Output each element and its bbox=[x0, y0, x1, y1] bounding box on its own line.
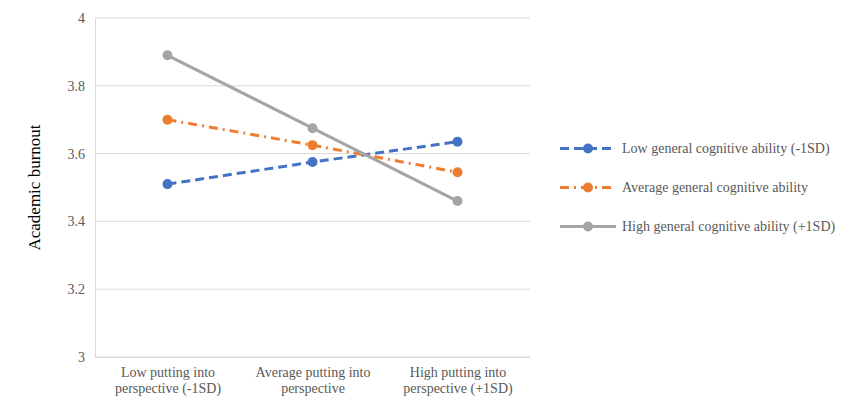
y-tick-label: 3.8 bbox=[68, 79, 86, 94]
y-axis-title: Academic burnout bbox=[25, 124, 44, 250]
x-tick: Average putting intoperspective bbox=[256, 357, 371, 396]
y-tick-label: 3.2 bbox=[68, 282, 86, 297]
legend-marker bbox=[583, 144, 593, 154]
plot-area: 3 3.2 3.4 3.6 3.8 4 Low putting intoperspectiv… bbox=[68, 11, 531, 397]
series-marker bbox=[163, 50, 173, 60]
legend-label: Average general cognitive ability bbox=[622, 180, 808, 195]
series-marker bbox=[163, 115, 173, 125]
series-marker bbox=[163, 179, 173, 189]
series bbox=[163, 115, 463, 178]
legend-label: Low general cognitive ability (-1SD) bbox=[622, 141, 830, 157]
series-line bbox=[168, 120, 458, 173]
legend-item: Average general cognitive ability bbox=[560, 180, 808, 195]
series-line bbox=[168, 55, 458, 201]
y-tick: 3.4 bbox=[68, 214, 96, 229]
series-marker bbox=[308, 140, 318, 150]
y-axis: 3 3.2 3.4 3.6 3.8 4 bbox=[68, 11, 96, 365]
y-tick-label: 3.6 bbox=[68, 147, 86, 162]
series-group bbox=[163, 50, 463, 206]
y-tick: 3 bbox=[78, 350, 95, 365]
y-tick: 3.6 bbox=[68, 147, 96, 162]
series-marker bbox=[308, 157, 318, 167]
y-tick: 4 bbox=[78, 11, 95, 26]
chart: 3 3.2 3.4 3.6 3.8 4 Low putting intoperspectiv… bbox=[0, 0, 855, 419]
grid-line bbox=[95, 357, 530, 358]
y-tick-label: 3.4 bbox=[68, 214, 86, 229]
series bbox=[163, 50, 463, 206]
y-tick: 3.8 bbox=[68, 79, 96, 94]
legend-marker bbox=[583, 222, 593, 232]
grid bbox=[95, 18, 530, 357]
x-tick-label: High putting intoperspective (+1SD) bbox=[403, 365, 513, 397]
grid-line bbox=[95, 221, 530, 222]
grid-line bbox=[95, 18, 530, 19]
x-tick: High putting intoperspective (+1SD) bbox=[403, 357, 513, 397]
legend-label: High general cognitive ability (+1SD) bbox=[622, 219, 836, 235]
legend: Low general cognitive ability (-1SD) Aver… bbox=[560, 141, 836, 235]
grid-line bbox=[95, 153, 530, 154]
x-axis: Low putting intoperspective (-1SD) Averag… bbox=[96, 357, 531, 397]
series-marker bbox=[453, 196, 463, 206]
x-tick: Low putting intoperspective (-1SD) bbox=[115, 357, 221, 397]
series-marker bbox=[453, 167, 463, 177]
y-tick-label: 4 bbox=[78, 11, 85, 26]
grid-line bbox=[95, 289, 530, 290]
y-tick-label: 3 bbox=[78, 350, 85, 365]
x-tick-label: Low putting intoperspective (-1SD) bbox=[115, 365, 221, 397]
x-axis-line bbox=[96, 357, 531, 358]
legend-item: High general cognitive ability (+1SD) bbox=[560, 219, 836, 235]
series-marker bbox=[308, 123, 318, 133]
x-tick-label: Average putting intoperspective bbox=[256, 365, 371, 396]
legend-item: Low general cognitive ability (-1SD) bbox=[560, 141, 830, 157]
y-axis-line bbox=[95, 19, 96, 358]
y-tick: 3.2 bbox=[68, 282, 96, 297]
legend-marker bbox=[583, 183, 593, 193]
grid-line bbox=[95, 85, 530, 86]
series-marker bbox=[453, 137, 463, 147]
